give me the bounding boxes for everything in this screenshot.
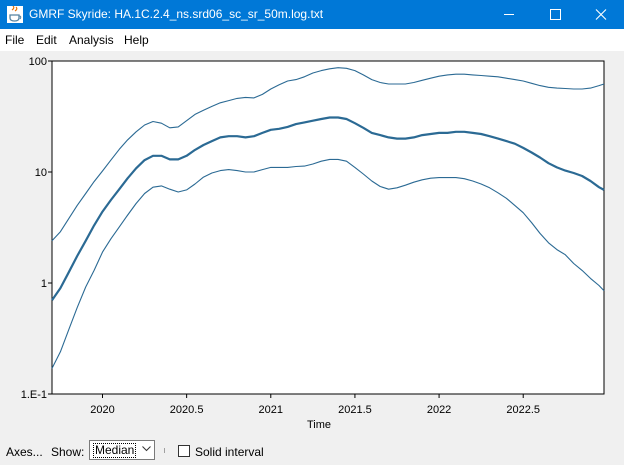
x-axis-label: Time: [307, 419, 331, 431]
axes-button[interactable]: Axes...: [6, 445, 43, 459]
y-axis: 1.E-1 1 10 100: [21, 56, 52, 401]
java-app-icon: [7, 6, 23, 23]
plot-area: [51, 60, 605, 395]
minimize-button[interactable]: [486, 0, 532, 29]
menu-file[interactable]: File: [5, 33, 25, 47]
chevron-down-icon: [142, 446, 151, 452]
close-button[interactable]: [578, 0, 624, 29]
y-tick-label: 100: [29, 56, 47, 68]
x-tick-label: 2022.5: [506, 404, 540, 416]
minimize-icon: [504, 14, 514, 15]
title-bar: GMRF Skyride: HA.1C.2.4_ns.srd06_sc_sr_5…: [0, 0, 624, 29]
y-tick-label: 1: [41, 278, 47, 290]
menu-edit[interactable]: Edit: [36, 33, 57, 47]
series-line-upper: [51, 67, 605, 242]
show-select-value: Median: [93, 443, 137, 458]
chart-svg: 1.E-1 1 10 100 2020 2020.5 2021 2021.5 2022 2022…: [21, 56, 605, 431]
x-tick-label: 2021: [259, 404, 283, 416]
separator: [164, 448, 165, 453]
x-tick-label: 2020: [90, 404, 114, 416]
maximize-icon: [550, 9, 561, 20]
series-group: [51, 67, 605, 369]
x-axis: 2020 2020.5 2021 2021.5 2022 2022.5: [90, 394, 540, 416]
series-line-lower: [51, 158, 605, 369]
x-tick-label: 2021.5: [338, 404, 372, 416]
close-icon: [595, 9, 607, 20]
show-label: Show:: [51, 445, 85, 459]
show-select[interactable]: Median: [89, 440, 155, 460]
menu-bar: File Edit Analysis Help: [0, 29, 624, 51]
y-tick-label: 10: [35, 167, 47, 179]
x-tick-label: 2020.5: [170, 404, 204, 416]
skyride-chart: 1.E-1 1 10 100 2020 2020.5 2021 2021.5 2022 2022…: [0, 51, 624, 437]
series-line-median: [51, 116, 605, 301]
x-tick-label: 2022: [427, 404, 451, 416]
menu-help[interactable]: Help: [124, 33, 149, 47]
maximize-button[interactable]: [532, 0, 578, 29]
menu-analysis[interactable]: Analysis: [69, 33, 114, 47]
window-title: GMRF Skyride: HA.1C.2.4_ns.srd06_sc_sr_5…: [29, 7, 324, 21]
y-tick-label: 1.E-1: [21, 389, 47, 401]
solid-interval-label: Solid interval: [195, 445, 264, 459]
solid-interval-checkbox[interactable]: [178, 445, 190, 457]
